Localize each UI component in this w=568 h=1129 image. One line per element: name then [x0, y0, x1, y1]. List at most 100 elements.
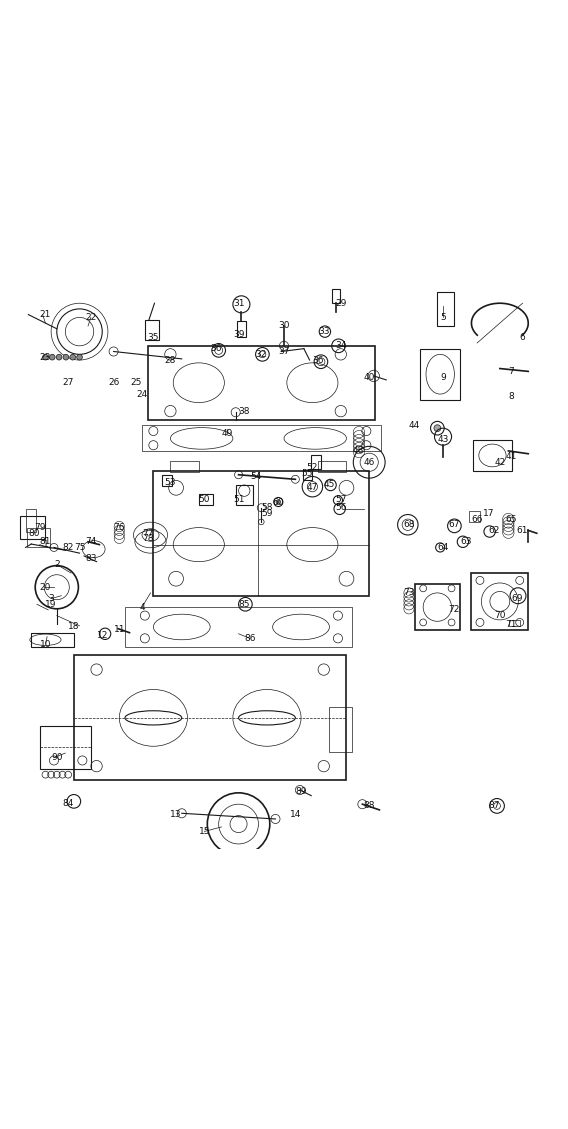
Text: 33: 33	[318, 327, 329, 336]
Bar	[26, 509, 36, 532]
Text: 11: 11	[114, 625, 125, 634]
Text: 58: 58	[261, 504, 273, 513]
Text: 88: 88	[364, 802, 375, 811]
Text: 19: 19	[45, 599, 57, 609]
Text: 57: 57	[335, 495, 346, 504]
Text: 18: 18	[68, 622, 80, 631]
Text: 21: 21	[40, 310, 51, 320]
Text: 52: 52	[307, 463, 318, 472]
Text: 68: 68	[403, 520, 415, 530]
Text: 60: 60	[273, 498, 284, 507]
Bar	[31, 632, 74, 647]
Circle shape	[43, 355, 48, 360]
Text: 42: 42	[494, 457, 506, 466]
Bar	[27, 527, 50, 548]
Text: 3: 3	[48, 594, 54, 603]
Text: 51: 51	[233, 495, 244, 504]
Circle shape	[56, 355, 62, 360]
Circle shape	[49, 355, 55, 360]
Bar	[40, 726, 91, 769]
Bar	[311, 455, 321, 469]
Text: 13: 13	[170, 809, 182, 819]
Text: 45: 45	[324, 481, 335, 490]
Text: 38: 38	[239, 406, 250, 415]
Bar	[20, 516, 45, 539]
Text: 46: 46	[364, 457, 375, 466]
Text: 30: 30	[278, 322, 290, 331]
Bar	[415, 585, 460, 630]
Text: 28: 28	[165, 356, 176, 365]
Text: 20: 20	[40, 583, 51, 592]
Bar	[473, 439, 512, 471]
Text: 89: 89	[295, 787, 307, 796]
Circle shape	[276, 500, 281, 505]
Text: 25: 25	[131, 378, 142, 387]
Text: 14: 14	[290, 809, 301, 819]
Text: 65: 65	[506, 515, 517, 524]
Text: 85: 85	[239, 599, 250, 609]
Text: 1: 1	[43, 540, 48, 549]
Text: 67: 67	[449, 520, 460, 530]
Text: 10: 10	[40, 639, 51, 648]
Text: 62: 62	[488, 526, 500, 535]
Bar	[145, 321, 159, 340]
Text: 59: 59	[261, 509, 273, 518]
Text: 72: 72	[449, 605, 460, 614]
Text: 41: 41	[506, 452, 517, 461]
Text: 15: 15	[199, 826, 210, 835]
Text: 73: 73	[403, 588, 415, 597]
Text: 71: 71	[506, 620, 517, 629]
Text: 17: 17	[483, 509, 494, 518]
Text: 26: 26	[108, 378, 119, 387]
Text: 5: 5	[440, 313, 446, 322]
Text: 64: 64	[437, 543, 449, 552]
Bar	[142, 426, 381, 450]
Text: 81: 81	[40, 537, 51, 546]
Circle shape	[70, 355, 76, 360]
Text: 56: 56	[335, 504, 346, 513]
Bar	[332, 289, 340, 304]
Text: 50: 50	[199, 495, 210, 504]
Bar	[125, 607, 352, 647]
Bar	[170, 461, 199, 472]
Text: 43: 43	[437, 435, 449, 444]
Text: 53: 53	[165, 478, 176, 487]
Text: 63: 63	[460, 537, 471, 546]
Text: 7: 7	[508, 367, 514, 376]
Text: 55: 55	[301, 470, 312, 478]
Text: 24: 24	[136, 390, 148, 399]
Text: 48: 48	[352, 446, 364, 455]
Text: 34: 34	[335, 341, 346, 350]
Text: 86: 86	[244, 633, 256, 642]
Text: 35: 35	[148, 333, 159, 342]
Bar	[318, 461, 346, 472]
Text: 29: 29	[335, 299, 346, 308]
Text: 76: 76	[114, 523, 125, 532]
Bar	[74, 655, 346, 780]
Text: 47: 47	[307, 483, 318, 492]
Text: 31: 31	[233, 299, 244, 308]
Text: 80: 80	[28, 528, 40, 537]
Text: 83: 83	[85, 554, 97, 563]
Text: 74: 74	[85, 537, 97, 546]
Circle shape	[77, 355, 82, 360]
Bar	[420, 349, 460, 400]
Text: 39: 39	[233, 330, 244, 339]
Text: 36: 36	[312, 356, 324, 365]
Bar	[509, 620, 520, 625]
Bar	[153, 471, 369, 596]
Text: 8: 8	[508, 393, 514, 402]
Text: 79: 79	[34, 523, 45, 532]
Text: 23: 23	[40, 352, 51, 361]
Circle shape	[63, 355, 69, 360]
Text: 69: 69	[511, 594, 523, 603]
Bar	[303, 470, 312, 481]
Text: 37: 37	[278, 347, 290, 356]
Bar	[329, 707, 352, 752]
Text: 66: 66	[471, 515, 483, 524]
Text: 12: 12	[97, 631, 108, 640]
Text: 90: 90	[51, 753, 62, 762]
Bar	[236, 485, 253, 505]
Bar	[199, 493, 213, 505]
Text: 87: 87	[488, 802, 500, 811]
